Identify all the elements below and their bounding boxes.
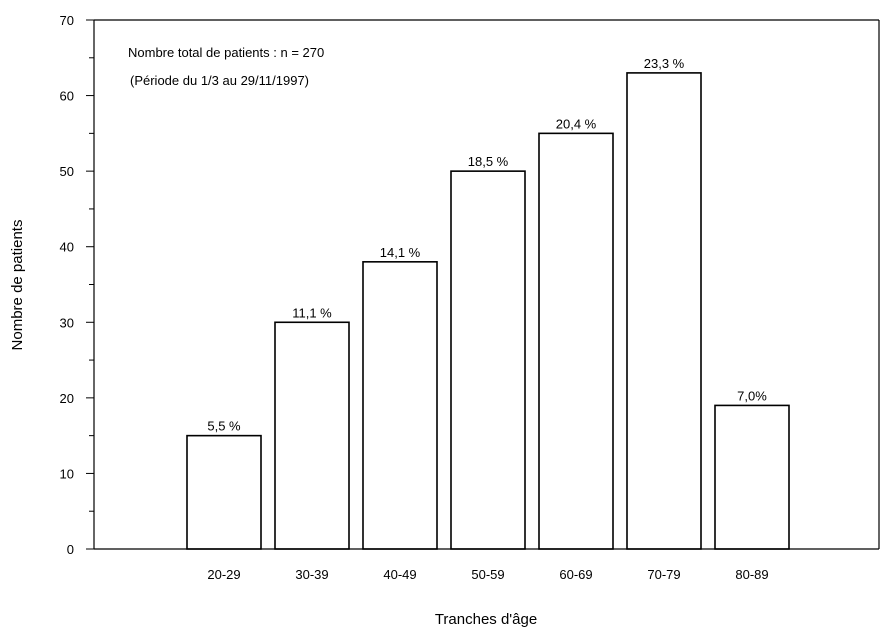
bar-data-label: 11,1 % — [292, 305, 332, 320]
x-axis-title: Tranches d'âge — [435, 611, 537, 628]
y-axis-ticks: 0 10 20 30 40 50 60 70 — [60, 13, 94, 557]
y-tick-label: 0 — [67, 542, 74, 557]
bar-data-label: 18,5 % — [468, 154, 509, 169]
x-axis-tick-labels: 20-29 30-39 40-49 50-59 60-69 70-79 80-89 — [207, 567, 768, 582]
y-axis-title: Nombre de patients — [9, 220, 26, 351]
y-tick-label: 20 — [60, 391, 74, 406]
x-tick-label: 30-39 — [295, 567, 328, 582]
x-tick-label: 80-89 — [735, 567, 768, 582]
bar-data-label: 23,3 % — [644, 56, 685, 71]
x-tick-label: 50-59 — [471, 567, 504, 582]
y-tick-label: 30 — [60, 315, 74, 330]
bar-80-89 — [714, 404, 790, 550]
y-tick-label: 50 — [60, 164, 74, 179]
bar-70-79 — [626, 72, 702, 550]
bar-data-label: 7,0% — [737, 388, 767, 403]
x-tick-label: 40-49 — [383, 567, 416, 582]
x-tick-label: 60-69 — [559, 567, 592, 582]
y-tick-label: 70 — [60, 13, 74, 28]
y-tick-label: 40 — [60, 240, 74, 255]
bar-data-label: 20,4 % — [556, 116, 597, 131]
annotation-total-patients: Nombre total de patients : n = 270 — [128, 45, 324, 60]
x-tick-label: 20-29 — [207, 567, 240, 582]
x-tick-label: 70-79 — [647, 567, 680, 582]
bar-data-label: 14,1 % — [380, 245, 421, 260]
bar-data-label: 5,5 % — [207, 419, 241, 434]
bars: 5,5 % 11,1 % 14,1 % 18,5 % 20,4 % 23,3 % 7,0% — [186, 56, 790, 550]
annotation-period: (Période du 1/3 au 29/11/1997) — [130, 73, 309, 88]
y-tick-label: 10 — [60, 466, 74, 481]
bar-30-39 — [274, 321, 350, 550]
y-tick-label: 60 — [60, 89, 74, 104]
bar-60-69 — [538, 132, 614, 550]
bar-50-59 — [450, 170, 526, 550]
bar-40-49 — [362, 261, 438, 550]
bar-20-29 — [186, 434, 262, 550]
